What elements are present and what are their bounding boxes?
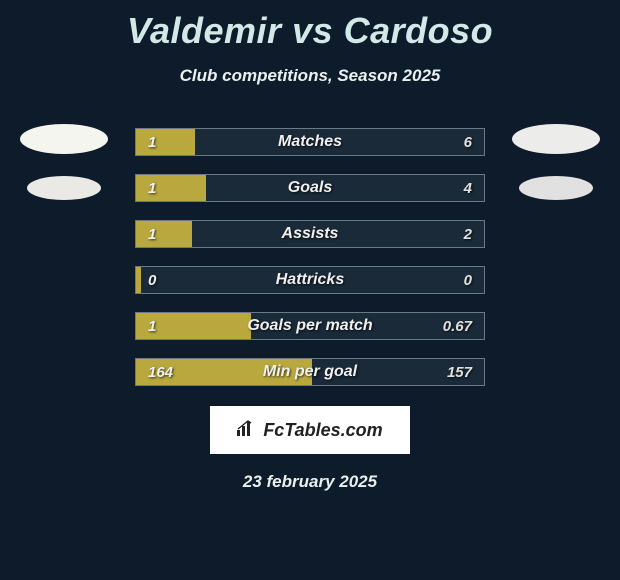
brand-text: FcTables.com [263,420,382,441]
stat-bar: 10.67Goals per match [135,312,485,340]
bar-label: Matches [136,129,484,155]
date-footer: 23 february 2025 [0,472,620,492]
player-right-avatar [512,124,600,154]
player-left-avatar-stack [20,124,108,200]
brand-chart-icon [237,420,257,441]
stat-bar: 00Hattricks [135,266,485,294]
stat-bar: 16Matches [135,128,485,156]
stat-bar: 14Goals [135,174,485,202]
bar-label: Hattricks [136,267,484,293]
vs-separator: vs [292,10,333,51]
bar-label: Goals [136,175,484,201]
player-right-name: Cardoso [344,10,494,51]
player-left-name: Valdemir [127,10,282,51]
bar-label: Min per goal [136,359,484,385]
player-left-avatar [20,124,108,154]
player-right-avatar-shadow [519,176,593,200]
subtitle: Club competitions, Season 2025 [0,66,620,86]
stat-bar: 12Assists [135,220,485,248]
bar-label: Goals per match [136,313,484,339]
brand-box[interactable]: FcTables.com [210,406,410,454]
player-left-avatar-shadow [27,176,101,200]
page-title: Valdemir vs Cardoso [0,0,620,52]
stat-bar: 164157Min per goal [135,358,485,386]
player-right-avatar-stack [512,124,600,200]
bar-label: Assists [136,221,484,247]
